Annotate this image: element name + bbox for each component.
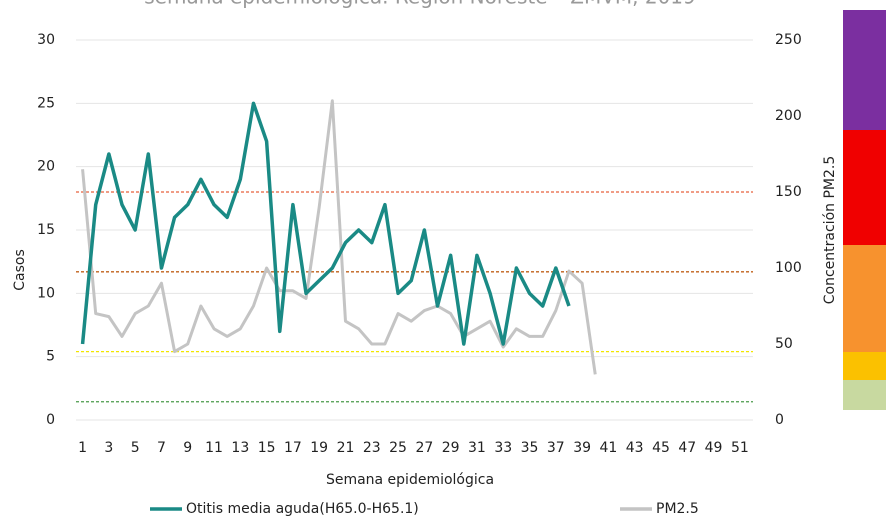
y-tick-label: 0 [46,412,55,428]
x-tick-label: 17 [284,440,302,456]
x-tick-label: 41 [599,440,617,456]
x-tick-label: 27 [415,440,433,456]
x-tick-label: 45 [652,440,670,456]
x-tick-label: 47 [678,440,696,456]
y-axis-label: Casos [12,249,28,291]
x-tick-label: 51 [731,440,749,456]
x-tick-label: 33 [494,440,512,456]
scale-red [843,130,886,245]
y2-tick-label: 100 [775,260,802,276]
x-tick-label: 37 [547,440,565,456]
x-tick-label: 21 [337,440,355,456]
x-tick-label: 19 [310,440,328,456]
y2-tick-label: 150 [775,184,802,200]
x-axis-label: Semana epidemiológica [326,472,494,488]
x-tick-label: 11 [205,440,223,456]
y-tick-label: 30 [37,32,55,48]
legend-label: PM2.5 [656,501,699,517]
x-tick-label: 35 [521,440,539,456]
scale-orange [843,245,886,352]
x-tick-label: 3 [104,440,113,456]
chart-title: semana epidemiológica. Región Noreste – … [144,0,696,9]
x-tick-label: 9 [183,440,192,456]
x-tick-label: 39 [573,440,591,456]
y-tick-label: 20 [37,159,55,175]
x-tick-label: 7 [157,440,166,456]
y2-tick-label: 0 [775,412,784,428]
x-tick-label: 15 [258,440,276,456]
x-tick-label: 13 [231,440,249,456]
x-tick-label: 1 [78,440,87,456]
y-tick-label: 5 [46,349,55,365]
y-tick-label: 25 [37,95,55,111]
y2-axis-label: Concentración PM2.5 [822,156,838,304]
legend-label: Otitis media aguda(H65.0-H65.1) [186,501,419,517]
y2-tick-label: 250 [775,32,802,48]
x-tick-label: 31 [468,440,486,456]
y2-tick-label: 50 [775,336,793,352]
y-tick-label: 10 [37,285,55,301]
x-tick-label: 43 [626,440,644,456]
x-tick-label: 25 [389,440,407,456]
scale-green [843,380,886,410]
x-tick-label: 5 [131,440,140,456]
x-tick-label: 29 [442,440,460,456]
scale-purple [843,10,886,130]
series-line [80,101,571,346]
y2-tick-label: 200 [775,108,802,124]
x-tick-label: 23 [363,440,381,456]
scale-yellow [843,352,886,380]
x-tick-label: 49 [705,440,723,456]
series-line [81,99,597,375]
y-tick-label: 15 [37,222,55,238]
